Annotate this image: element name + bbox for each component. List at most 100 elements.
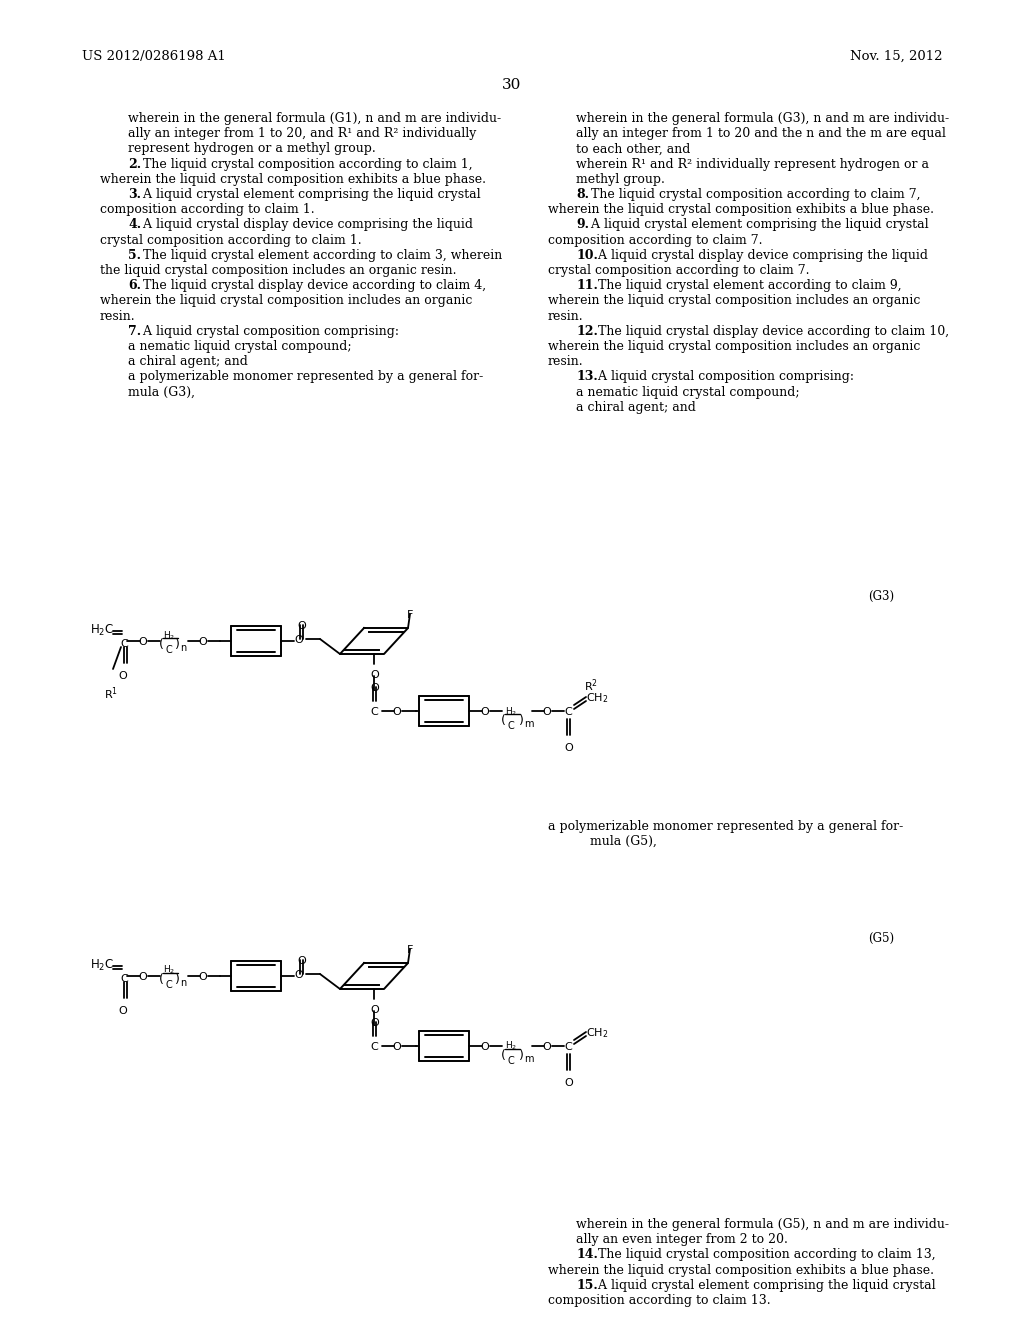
- Text: $\mathsf{H_2C}$: $\mathsf{H_2C}$: [90, 958, 114, 973]
- Text: $\mathsf{C}$: $\mathsf{C}$: [370, 705, 379, 717]
- Text: $\mathsf{O}$: $\mathsf{O}$: [138, 635, 148, 647]
- Text: $\mathsf{F}$: $\mathsf{F}$: [406, 609, 414, 620]
- Text: resin.: resin.: [548, 355, 584, 368]
- Text: $\mathsf{R^2}$: $\mathsf{R^2}$: [584, 677, 598, 693]
- Text: $\mathsf{H_2}$: $\mathsf{H_2}$: [163, 964, 175, 977]
- Text: The liquid crystal element according to claim 3, wherein: The liquid crystal element according to …: [139, 248, 503, 261]
- Text: A liquid crystal composition comprising:: A liquid crystal composition comprising:: [139, 325, 399, 338]
- Text: $\mathsf{C}$: $\mathsf{C}$: [507, 1053, 515, 1067]
- Text: $\mathsf{O}$: $\mathsf{O}$: [198, 970, 208, 982]
- Text: 7.: 7.: [128, 325, 141, 338]
- Text: $\mathsf{O}$: $\mathsf{O}$: [542, 705, 552, 717]
- Text: $\mathsf{R^1}$: $\mathsf{R^1}$: [104, 685, 118, 702]
- Text: 10.: 10.: [575, 248, 598, 261]
- Text: Nov. 15, 2012: Nov. 15, 2012: [850, 50, 942, 63]
- Text: a chiral agent; and: a chiral agent; and: [128, 355, 248, 368]
- Text: 3.: 3.: [128, 187, 141, 201]
- Text: A liquid crystal display device comprising the liquid: A liquid crystal display device comprisi…: [594, 248, 929, 261]
- Text: methyl group.: methyl group.: [575, 173, 665, 186]
- Text: 14.: 14.: [575, 1249, 598, 1262]
- Text: $\mathsf{CH_2}$: $\mathsf{CH_2}$: [586, 1026, 608, 1040]
- Text: $\mathsf{C}$: $\mathsf{C}$: [165, 978, 173, 990]
- Text: wherein in the general formula (G5), n and m are individu-: wherein in the general formula (G5), n a…: [575, 1218, 949, 1232]
- Text: resin.: resin.: [548, 310, 584, 322]
- Text: A liquid crystal element comprising the liquid crystal: A liquid crystal element comprising the …: [594, 1279, 936, 1292]
- Text: represent hydrogen or a methyl group.: represent hydrogen or a methyl group.: [128, 143, 376, 156]
- Text: $\mathsf{O}$: $\mathsf{O}$: [392, 1040, 402, 1052]
- Text: $\mathsf{O}$: $\mathsf{O}$: [297, 619, 307, 631]
- Text: 8.: 8.: [575, 187, 589, 201]
- Text: $\mathsf{O}$: $\mathsf{O}$: [480, 1040, 490, 1052]
- Text: $\mathsf{)}$: $\mathsf{)}$: [518, 1047, 524, 1063]
- Text: wherein the liquid crystal composition includes an organic: wherein the liquid crystal composition i…: [100, 294, 472, 308]
- Text: $\mathsf{(}$: $\mathsf{(}$: [158, 636, 164, 651]
- Text: a chiral agent; and: a chiral agent; and: [575, 401, 696, 413]
- Text: mula (G3),: mula (G3),: [128, 385, 195, 399]
- Text: $\mathsf{)}$: $\mathsf{)}$: [174, 636, 180, 651]
- Text: $\mathsf{O}$: $\mathsf{O}$: [370, 681, 380, 693]
- Text: $\mathsf{O}$: $\mathsf{O}$: [542, 1040, 552, 1052]
- Text: a nematic liquid crystal compound;: a nematic liquid crystal compound;: [128, 341, 351, 352]
- Text: 30: 30: [503, 78, 521, 92]
- Text: $\mathsf{O}$: $\mathsf{O}$: [118, 1005, 128, 1016]
- Text: $\mathsf{H_2C}$: $\mathsf{H_2C}$: [90, 623, 114, 638]
- Text: $\mathsf{C}$: $\mathsf{C}$: [120, 638, 129, 649]
- Text: $\mathsf{O}$: $\mathsf{O}$: [118, 669, 128, 681]
- Text: resin.: resin.: [100, 310, 135, 322]
- Text: The liquid crystal composition according to claim 7,: The liquid crystal composition according…: [587, 187, 921, 201]
- Text: crystal composition according to claim 7.: crystal composition according to claim 7…: [548, 264, 810, 277]
- Text: wherein the liquid crystal composition exhibits a blue phase.: wherein the liquid crystal composition e…: [548, 1263, 934, 1276]
- Text: wherein the liquid crystal composition exhibits a blue phase.: wherein the liquid crystal composition e…: [548, 203, 934, 216]
- Text: 13.: 13.: [575, 371, 598, 383]
- Text: 2.: 2.: [128, 157, 141, 170]
- Text: $\mathsf{(}$: $\mathsf{(}$: [500, 711, 506, 727]
- Text: A liquid crystal element comprising the liquid crystal: A liquid crystal element comprising the …: [139, 187, 481, 201]
- Text: 6.: 6.: [128, 280, 141, 292]
- Text: $\mathsf{O}$: $\mathsf{O}$: [480, 705, 490, 717]
- Text: ally an even integer from 2 to 20.: ally an even integer from 2 to 20.: [575, 1233, 787, 1246]
- Text: wherein the liquid crystal composition includes an organic: wherein the liquid crystal composition i…: [548, 341, 921, 352]
- Text: 4.: 4.: [128, 218, 141, 231]
- Text: $\mathsf{m}$: $\mathsf{m}$: [524, 1053, 535, 1064]
- Text: $\mathsf{C}$: $\mathsf{C}$: [370, 1040, 379, 1052]
- Text: 11.: 11.: [575, 280, 598, 292]
- Text: $\mathsf{O}$: $\mathsf{O}$: [370, 1016, 380, 1028]
- Text: composition according to claim 13.: composition according to claim 13.: [548, 1294, 771, 1307]
- Text: $\mathsf{O}$: $\mathsf{O}$: [370, 668, 380, 680]
- Text: $\mathsf{F}$: $\mathsf{F}$: [406, 942, 414, 954]
- Text: crystal composition according to claim 1.: crystal composition according to claim 1…: [100, 234, 361, 247]
- Text: $\mathsf{(}$: $\mathsf{(}$: [500, 1047, 506, 1063]
- Text: $\mathsf{O}$: $\mathsf{O}$: [294, 968, 304, 979]
- Text: $\mathsf{m}$: $\mathsf{m}$: [524, 719, 535, 729]
- Text: $\mathsf{O}$: $\mathsf{O}$: [297, 954, 307, 966]
- Text: $\mathsf{C}$: $\mathsf{C}$: [120, 972, 129, 983]
- Text: A liquid crystal composition comprising:: A liquid crystal composition comprising:: [594, 371, 854, 383]
- Text: (G3): (G3): [868, 590, 894, 603]
- Text: $\mathsf{C}$: $\mathsf{C}$: [564, 705, 573, 717]
- Text: $\mathsf{C}$: $\mathsf{C}$: [507, 719, 515, 731]
- Text: The liquid crystal display device according to claim 4,: The liquid crystal display device accord…: [139, 280, 486, 292]
- Text: a polymerizable monomer represented by a general for-: a polymerizable monomer represented by a…: [128, 371, 483, 383]
- Text: ally an integer from 1 to 20 and the n and the m are equal: ally an integer from 1 to 20 and the n a…: [575, 127, 946, 140]
- Text: The liquid crystal element according to claim 9,: The liquid crystal element according to …: [594, 280, 902, 292]
- Text: to each other, and: to each other, and: [575, 143, 690, 156]
- Text: 12.: 12.: [575, 325, 598, 338]
- Text: A liquid crystal display device comprising the liquid: A liquid crystal display device comprisi…: [139, 218, 473, 231]
- Text: wherein in the general formula (G1), n and m are individu-: wherein in the general formula (G1), n a…: [128, 112, 501, 125]
- Text: $\mathsf{)}$: $\mathsf{)}$: [518, 711, 524, 727]
- Text: $\mathsf{C}$: $\mathsf{C}$: [165, 643, 173, 655]
- Text: 15.: 15.: [575, 1279, 598, 1292]
- Text: mula (G5),: mula (G5),: [590, 836, 656, 849]
- Text: $\mathsf{H_2}$: $\mathsf{H_2}$: [505, 705, 517, 718]
- Text: wherein in the general formula (G3), n and m are individu-: wherein in the general formula (G3), n a…: [575, 112, 949, 125]
- Text: (G5): (G5): [868, 932, 894, 945]
- Text: $\mathsf{n}$: $\mathsf{n}$: [180, 978, 187, 987]
- Text: $\mathsf{O}$: $\mathsf{O}$: [564, 1076, 574, 1088]
- Text: 5.: 5.: [128, 248, 141, 261]
- Text: $\mathsf{O}$: $\mathsf{O}$: [138, 970, 148, 982]
- Text: ally an integer from 1 to 20, and R¹ and R² individually: ally an integer from 1 to 20, and R¹ and…: [128, 127, 476, 140]
- Text: composition according to claim 1.: composition according to claim 1.: [100, 203, 314, 216]
- Text: $\mathsf{O}$: $\mathsf{O}$: [564, 741, 574, 752]
- Text: $\mathsf{C}$: $\mathsf{C}$: [564, 1040, 573, 1052]
- Text: The liquid crystal composition according to claim 1,: The liquid crystal composition according…: [139, 157, 473, 170]
